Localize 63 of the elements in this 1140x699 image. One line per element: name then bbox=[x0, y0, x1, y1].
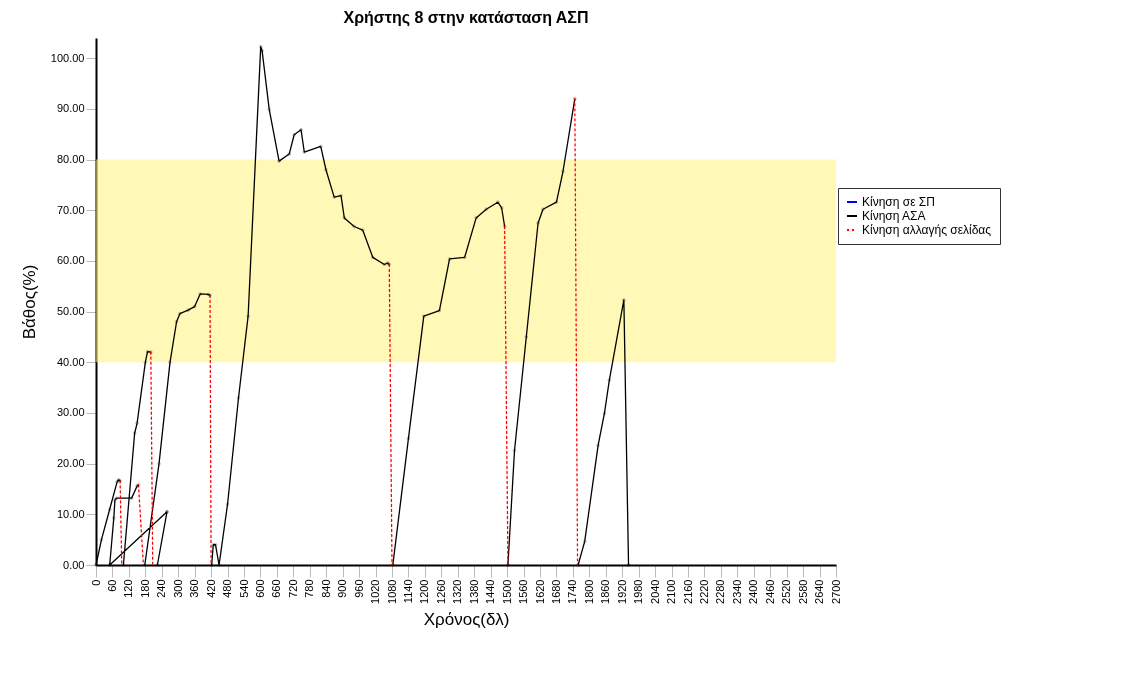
x-tick-label: 1980 bbox=[632, 579, 645, 604]
x-tick-label: 420 bbox=[204, 579, 217, 598]
chart-title: Χρήστης 8 στην κατάσταση ΑΣΠ bbox=[343, 9, 589, 27]
x-tick-label: 2700 bbox=[829, 579, 842, 604]
x-tick-label: 1920 bbox=[615, 579, 628, 604]
x-tick-label: 1380 bbox=[467, 579, 480, 604]
x-tick-label: 2220 bbox=[697, 579, 710, 604]
y-tick-label: 60.00 bbox=[56, 254, 85, 267]
x-tick-label: 1740 bbox=[566, 579, 579, 604]
x-tick-label: 1080 bbox=[385, 579, 398, 604]
x-tick-label: 1140 bbox=[401, 579, 414, 604]
x-tick-label: 2400 bbox=[747, 579, 760, 604]
x-tick-label: 1860 bbox=[599, 579, 612, 604]
x-tick-label: 1800 bbox=[582, 579, 595, 604]
y-tick-label: 20.00 bbox=[56, 457, 85, 470]
x-tick-label: 1680 bbox=[549, 579, 562, 604]
x-tick-label: 720 bbox=[286, 579, 299, 598]
y-tick-label: 10.00 bbox=[56, 507, 85, 520]
y-tick-label: 100.00 bbox=[50, 51, 85, 64]
x-tick-label: 360 bbox=[188, 579, 201, 598]
x-tick-label: 120 bbox=[122, 579, 135, 598]
x-tick-label: 2460 bbox=[763, 579, 776, 604]
x-tick-label: 1020 bbox=[369, 579, 382, 604]
y-tick-label: 70.00 bbox=[56, 203, 85, 216]
x-tick-label: 2280 bbox=[714, 579, 727, 604]
y-tick-label: 30.00 bbox=[56, 406, 85, 419]
y-tick-label: 40.00 bbox=[56, 355, 85, 368]
x-tick-label: 900 bbox=[336, 579, 349, 598]
x-tick-label: 840 bbox=[319, 579, 332, 598]
x-tick-label: 960 bbox=[352, 579, 365, 598]
x-tick-label: 1440 bbox=[484, 579, 497, 604]
x-tick-label: 240 bbox=[155, 579, 168, 598]
legend-label: Κίνηση σε ΣΠ bbox=[862, 195, 935, 209]
x-tick-label: 480 bbox=[221, 579, 234, 598]
x-tick-label: 2640 bbox=[813, 579, 826, 604]
x-tick-label: 300 bbox=[171, 579, 184, 598]
x-tick-label: 660 bbox=[270, 579, 283, 598]
x-tick-label: 180 bbox=[138, 579, 151, 598]
x-tick-label: 60 bbox=[105, 579, 118, 592]
x-tick-label: 2160 bbox=[681, 579, 694, 604]
x-tick-label: 1200 bbox=[418, 579, 431, 604]
y-axis-title: Βάθος(%) bbox=[19, 264, 39, 340]
x-axis-title: Χρόνος(δλ) bbox=[423, 609, 510, 629]
x-tick-label: 2580 bbox=[796, 579, 809, 604]
x-tick-label: 1620 bbox=[533, 579, 546, 604]
y-tick-label: 50.00 bbox=[56, 305, 85, 318]
x-tick-label: 600 bbox=[253, 579, 266, 598]
x-tick-label: 2520 bbox=[780, 579, 793, 604]
x-tick-label: 1260 bbox=[434, 579, 447, 604]
legend-label: Κίνηση αλλαγής σελίδας bbox=[862, 223, 992, 237]
x-tick-label: 1560 bbox=[517, 579, 530, 604]
y-tick-label: 90.00 bbox=[56, 102, 85, 115]
x-tick-label: 2100 bbox=[665, 579, 678, 604]
y-tick-label: 0.00 bbox=[63, 558, 85, 571]
x-tick-label: 780 bbox=[303, 579, 316, 598]
y-tick-label: 80.00 bbox=[56, 153, 85, 166]
x-tick-label: 540 bbox=[237, 579, 250, 598]
x-tick-label: 1320 bbox=[451, 579, 464, 604]
x-tick-label: 2040 bbox=[648, 579, 661, 604]
x-tick-label: 1500 bbox=[500, 579, 513, 604]
x-tick-label: 0 bbox=[89, 579, 102, 586]
legend-label: Κίνηση ΑΣΑ bbox=[862, 209, 926, 223]
x-tick-label: 2340 bbox=[730, 579, 743, 604]
